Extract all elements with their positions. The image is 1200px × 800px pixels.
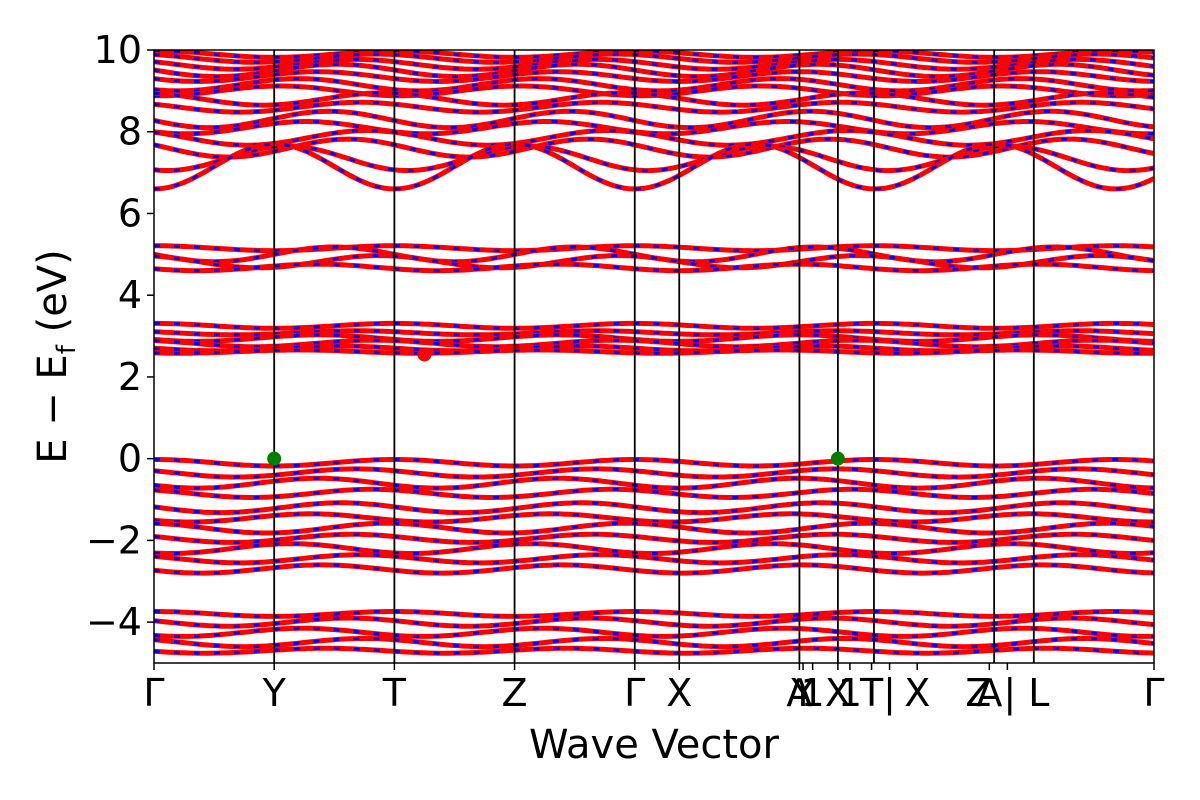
band-line xyxy=(154,344,1154,353)
x-tick-label: A xyxy=(786,671,812,715)
y-axis-label-subscript: f xyxy=(52,344,82,354)
x-tick-label: X xyxy=(666,671,692,715)
y-axis-label-main: E − E xyxy=(30,354,76,464)
extrema-markers xyxy=(267,347,845,466)
band-line xyxy=(154,626,1154,638)
band-line xyxy=(154,142,1154,191)
band-line xyxy=(154,338,1154,349)
bands-layer xyxy=(154,50,1154,656)
x-tick-label: Γ xyxy=(143,671,164,715)
kpoint-lines xyxy=(273,50,1035,663)
x-tick-label: Z xyxy=(502,671,528,715)
band-line xyxy=(154,458,1154,468)
x-tick-label: X xyxy=(904,671,930,715)
band-line xyxy=(154,329,1154,337)
extremum-marker xyxy=(417,347,432,362)
x-tick-label: Γ xyxy=(1143,671,1164,715)
band-line xyxy=(154,52,1154,64)
x-tick-label: Y xyxy=(262,671,287,715)
extremum-marker xyxy=(267,451,282,466)
band-line xyxy=(154,553,1154,565)
y-ticks: −4 −2 0 2 4 6 8 10 xyxy=(86,28,154,644)
band-line xyxy=(154,646,1154,655)
band-line xyxy=(154,487,1154,499)
band-line xyxy=(154,500,1154,516)
band-line xyxy=(154,254,1154,270)
band-line xyxy=(154,512,1154,524)
plot-frame xyxy=(153,49,1155,664)
band-line xyxy=(154,348,1154,355)
band-line xyxy=(154,57,1154,71)
band-line xyxy=(154,262,1154,273)
x-tick-label: T xyxy=(859,671,884,715)
y-tick-label: −2 xyxy=(86,518,142,562)
band-line xyxy=(154,143,1154,174)
y-tick-label: 0 xyxy=(118,437,142,481)
band-line xyxy=(154,616,1154,628)
band-line xyxy=(154,109,1154,130)
band-line xyxy=(154,542,1154,555)
y-axis-label: E − Ef (eV) xyxy=(30,249,82,464)
y-tick-label: 4 xyxy=(118,273,142,317)
x-tick-label: Γ xyxy=(624,671,645,715)
x-tick-label: X xyxy=(825,671,851,715)
band-line xyxy=(154,50,1154,59)
y-tick-label: −4 xyxy=(86,600,142,644)
x-tick-label: | xyxy=(883,671,896,716)
band-line xyxy=(154,476,1154,490)
x-tick-label: Y xyxy=(790,671,815,715)
x-tick-label: 1 xyxy=(838,671,862,715)
band-line xyxy=(154,77,1154,93)
band-line xyxy=(154,91,1154,107)
band-line xyxy=(154,62,1154,79)
x-tick-label: T xyxy=(382,671,407,715)
x-tick-label: Z | L xyxy=(965,671,1049,716)
band-line xyxy=(154,532,1154,544)
band-line xyxy=(154,70,1154,84)
band-line xyxy=(154,563,1154,575)
band-line xyxy=(154,137,1154,159)
x-tick-label: 1 xyxy=(801,671,825,715)
band-line xyxy=(154,521,1154,535)
band-line xyxy=(154,244,1154,253)
band-line xyxy=(154,100,1154,114)
band-line xyxy=(154,321,1154,330)
y-tick-label: 10 xyxy=(94,28,142,72)
x-tick-label: A xyxy=(976,671,1002,715)
band-line xyxy=(154,610,1154,618)
y-tick-label: 8 xyxy=(118,110,142,154)
y-tick-label: 6 xyxy=(118,191,142,235)
band-line xyxy=(154,501,1154,515)
x-axis-label: Wave Vector xyxy=(529,722,780,768)
extremum-marker xyxy=(830,451,845,466)
band-line xyxy=(154,637,1154,649)
y-tick-label: 2 xyxy=(118,355,142,399)
y-axis-label-unit: (eV) xyxy=(30,249,76,345)
band-line xyxy=(154,467,1154,479)
